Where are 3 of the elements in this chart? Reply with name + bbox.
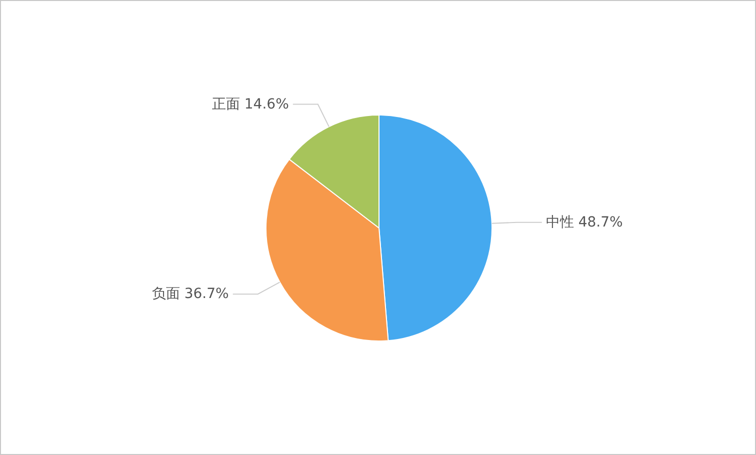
slice-label: 正面 14.6%: [212, 96, 289, 112]
slice-label: 中性 48.7%: [546, 214, 623, 230]
slice-label: 负面 36.7%: [152, 286, 229, 302]
